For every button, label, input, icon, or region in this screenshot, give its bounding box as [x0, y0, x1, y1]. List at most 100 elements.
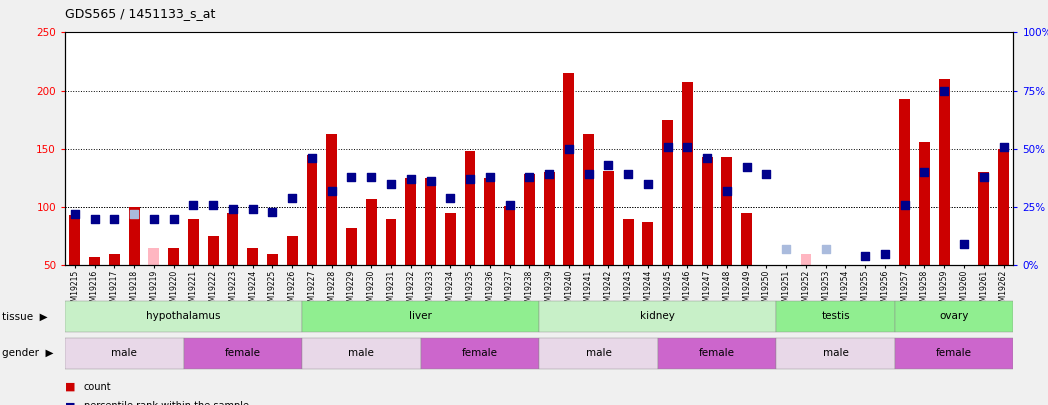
Point: [304, 155, 321, 162]
Text: liver: liver: [409, 311, 432, 321]
Point: [561, 145, 577, 152]
Bar: [564, 73, 574, 265]
Point: [679, 143, 696, 150]
Point: [402, 176, 419, 182]
Text: ovary: ovary: [939, 311, 968, 321]
Bar: [504, 206, 515, 265]
Text: ■: ■: [65, 401, 75, 405]
Bar: [682, 83, 693, 265]
Bar: [801, 254, 811, 265]
Point: [738, 164, 755, 171]
Text: percentile rank within the sample: percentile rank within the sample: [84, 401, 248, 405]
Point: [204, 202, 221, 208]
Bar: [366, 199, 376, 265]
Point: [599, 162, 616, 168]
Bar: [979, 172, 989, 265]
Bar: [129, 207, 139, 265]
Point: [462, 176, 479, 182]
Point: [916, 169, 933, 175]
Text: tissue  ▶: tissue ▶: [2, 312, 48, 322]
Bar: [406, 178, 416, 265]
Point: [521, 174, 538, 180]
Bar: [247, 248, 258, 265]
Point: [778, 246, 794, 252]
Point: [896, 202, 913, 208]
Bar: [895, 301, 1013, 333]
Bar: [603, 171, 614, 265]
Point: [541, 171, 558, 178]
Point: [876, 250, 893, 257]
Point: [363, 174, 379, 180]
Point: [86, 215, 103, 222]
Text: male: male: [111, 347, 137, 358]
Point: [146, 215, 162, 222]
Bar: [583, 134, 594, 265]
Text: testis: testis: [822, 311, 850, 321]
Point: [857, 253, 874, 259]
Point: [758, 171, 774, 178]
Bar: [444, 213, 456, 265]
Bar: [188, 219, 199, 265]
Point: [264, 209, 281, 215]
Text: ■: ■: [65, 382, 75, 392]
Bar: [702, 157, 713, 265]
Bar: [919, 142, 930, 265]
Bar: [899, 99, 910, 265]
Bar: [544, 172, 554, 265]
Bar: [998, 149, 1009, 265]
Bar: [662, 120, 673, 265]
Bar: [484, 178, 496, 265]
Point: [581, 171, 597, 178]
Bar: [169, 248, 179, 265]
Point: [976, 174, 992, 180]
Bar: [420, 338, 539, 369]
Bar: [658, 338, 777, 369]
Bar: [959, 265, 969, 269]
Bar: [777, 301, 895, 333]
Bar: [721, 157, 733, 265]
Bar: [69, 215, 81, 265]
Bar: [183, 338, 302, 369]
Bar: [208, 236, 219, 265]
Bar: [65, 338, 183, 369]
Bar: [302, 301, 539, 333]
Bar: [840, 265, 851, 312]
Point: [324, 188, 341, 194]
Bar: [386, 219, 396, 265]
Text: kidney: kidney: [640, 311, 675, 321]
Bar: [227, 213, 238, 265]
Point: [224, 206, 241, 213]
Bar: [777, 338, 895, 369]
Point: [501, 202, 518, 208]
Text: count: count: [84, 382, 111, 392]
Bar: [741, 213, 752, 265]
Point: [699, 155, 716, 162]
Text: GDS565 / 1451133_s_at: GDS565 / 1451133_s_at: [65, 7, 215, 20]
Bar: [306, 155, 318, 265]
Text: female: female: [936, 347, 973, 358]
Bar: [464, 151, 476, 265]
Bar: [895, 338, 1013, 369]
Point: [166, 215, 182, 222]
Bar: [267, 254, 278, 265]
Point: [66, 211, 83, 217]
Bar: [939, 79, 949, 265]
Bar: [879, 265, 891, 314]
Bar: [302, 338, 420, 369]
Bar: [109, 254, 119, 265]
Point: [936, 87, 953, 94]
Point: [422, 178, 439, 185]
Point: [244, 206, 261, 213]
Bar: [425, 178, 436, 265]
Point: [639, 181, 656, 187]
Point: [106, 215, 123, 222]
Bar: [65, 301, 302, 333]
Text: gender  ▶: gender ▶: [2, 348, 53, 358]
Point: [481, 174, 498, 180]
Text: male: male: [348, 347, 374, 358]
Point: [284, 194, 301, 201]
Point: [126, 211, 143, 217]
Text: female: female: [225, 347, 261, 358]
Point: [659, 143, 676, 150]
Bar: [149, 248, 159, 265]
